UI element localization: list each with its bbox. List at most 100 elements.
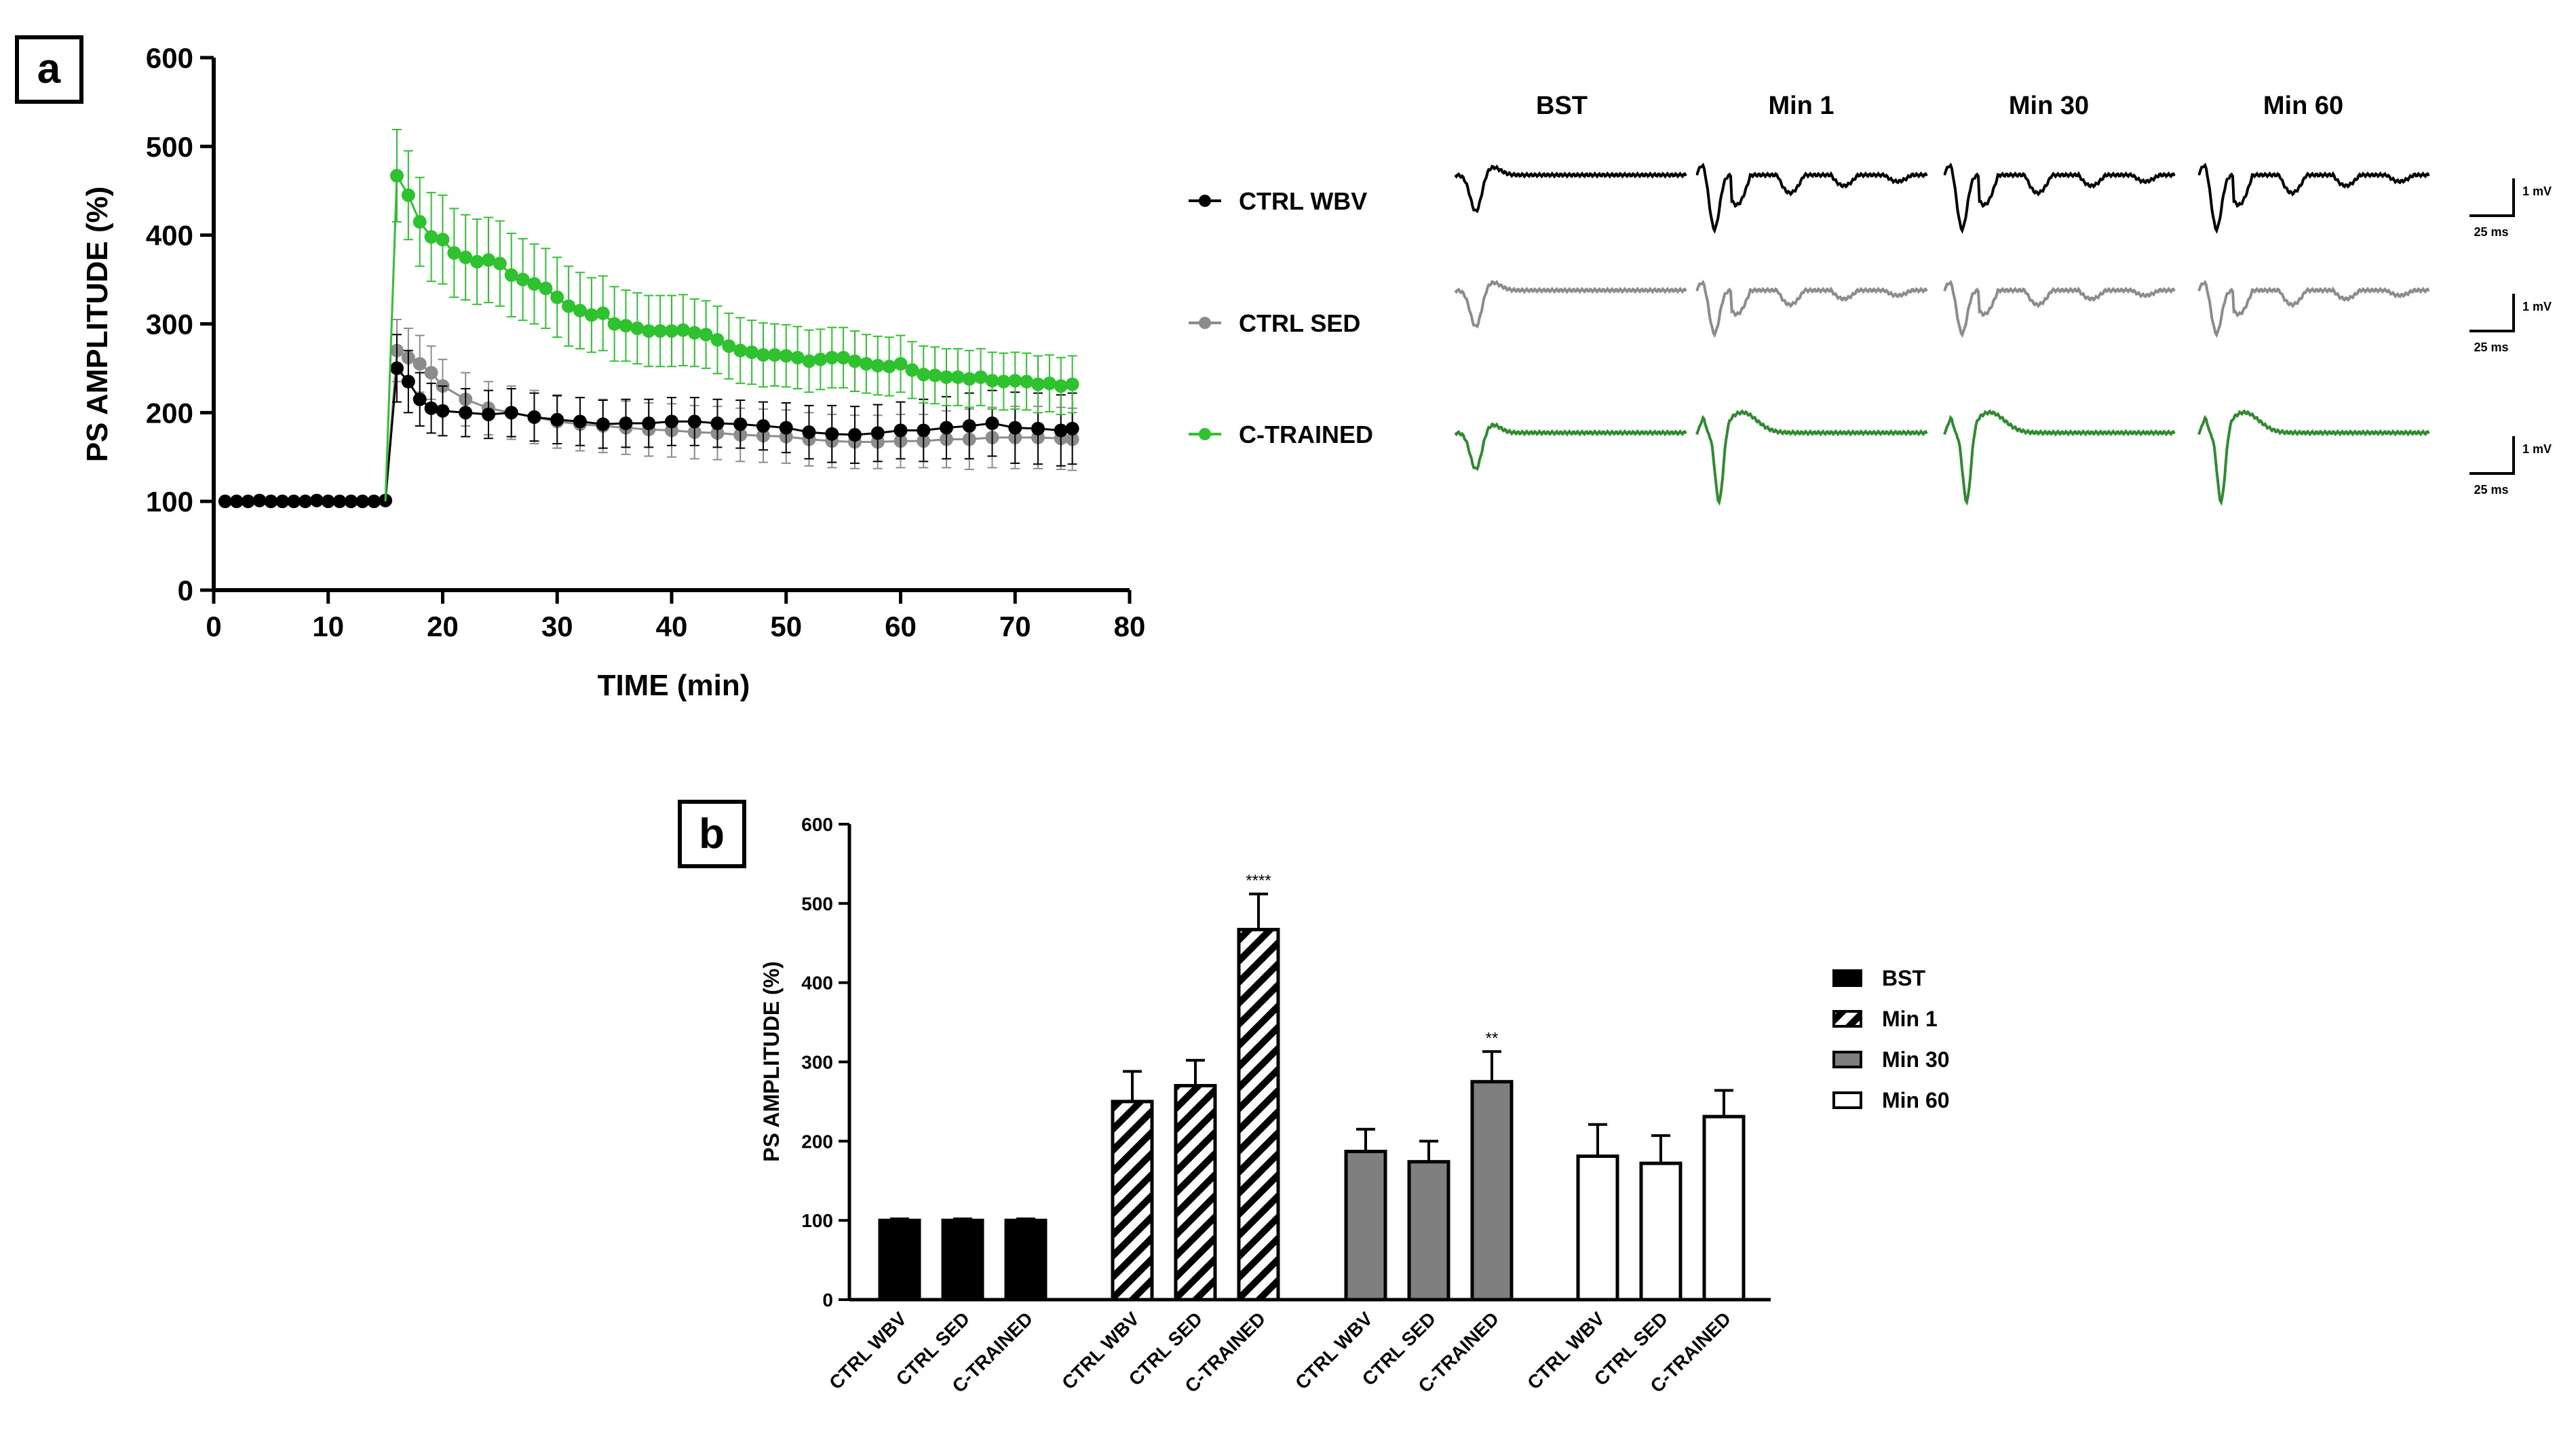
trace-column-header: Min 30 <box>2009 92 2089 120</box>
bar-legend-swatch <box>1832 1051 1862 1068</box>
data-point <box>1008 374 1022 388</box>
data-point <box>790 351 805 365</box>
data-point <box>562 299 576 313</box>
data-point <box>642 324 656 338</box>
data-point <box>825 427 839 441</box>
data-point <box>905 363 919 377</box>
data-point <box>401 374 415 389</box>
trace-waveform <box>2197 409 2430 506</box>
legend-label: C-TRAINED <box>1239 421 1373 448</box>
data-point <box>665 414 678 429</box>
panel-a-x-axis-title: TIME (min) <box>598 669 750 702</box>
trace-column-header: Min 60 <box>2263 92 2343 120</box>
trace-column-header: BST <box>1536 92 1588 120</box>
panel-a-y-tick-label: 600 <box>146 42 193 74</box>
significance-marker: ** <box>1486 1029 1499 1047</box>
data-point <box>859 357 873 371</box>
data-point <box>756 348 770 362</box>
bar-legend-swatch <box>1832 1091 1862 1109</box>
data-point <box>321 494 335 509</box>
data-point <box>482 407 495 421</box>
data-point <box>893 357 908 371</box>
data-point <box>962 372 976 386</box>
data-point <box>917 423 931 438</box>
panel-a-x-tick-label: 30 <box>541 610 573 642</box>
bar-legend-label: BST <box>1882 966 1925 990</box>
data-point <box>527 410 541 424</box>
data-point <box>722 339 736 353</box>
bar <box>1174 1084 1217 1302</box>
data-point <box>767 348 782 362</box>
panel-b-y-tick-label: 500 <box>801 893 833 914</box>
legend-label: CTRL WBV <box>1239 187 1367 215</box>
panel-b-y-tick-label: 300 <box>801 1052 833 1073</box>
significance-marker: **** <box>1246 872 1271 890</box>
data-point <box>928 368 942 383</box>
data-point <box>962 419 976 433</box>
data-point <box>287 494 301 509</box>
data-point <box>687 414 701 429</box>
data-point <box>527 277 541 291</box>
data-point <box>482 253 495 267</box>
data-point <box>985 374 999 388</box>
data-point <box>940 370 953 384</box>
panel-a-x-tick-label: 80 <box>1114 610 1146 642</box>
data-point <box>642 416 656 431</box>
panel-a-y-tick-label: 500 <box>146 131 193 163</box>
bar <box>1702 1114 1746 1302</box>
data-point <box>390 169 404 183</box>
data-point <box>676 323 690 337</box>
bar <box>941 1218 984 1302</box>
data-point <box>802 425 816 440</box>
data-point <box>550 290 564 305</box>
panel-a-x-tick-label: 70 <box>999 610 1031 642</box>
panel-a: a 0 100 200 300 400 500 600 0 10 20 30 40 50 60 70 80 T… <box>15 35 1373 702</box>
data-point <box>1042 376 1056 391</box>
data-point <box>275 494 290 509</box>
data-point <box>252 493 267 507</box>
data-point <box>516 273 530 287</box>
panel-a-x-tick-label: 40 <box>656 610 688 642</box>
legend-label: CTRL SED <box>1239 309 1360 337</box>
data-point <box>870 426 885 440</box>
data-point <box>550 412 564 427</box>
data-point <box>504 406 518 420</box>
data-point <box>779 421 793 435</box>
panel-b-label-box <box>678 800 746 868</box>
data-point <box>299 494 312 509</box>
panel-b-y-tick-label: 100 <box>801 1210 833 1231</box>
data-point <box>459 250 473 265</box>
data-point <box>1065 377 1079 391</box>
panel-a-x-tick-label: 20 <box>427 610 459 642</box>
scale-bar <box>2469 178 2515 217</box>
bar <box>1237 927 1280 1302</box>
data-point <box>653 324 668 338</box>
data-point <box>264 494 278 509</box>
data-point <box>950 370 965 384</box>
trace-waveform <box>1942 409 2176 506</box>
data-point <box>539 282 553 296</box>
trace-waveform <box>1454 279 1687 329</box>
series-ctrl-wbv <box>218 334 1079 509</box>
data-point <box>332 494 347 509</box>
data-point <box>436 404 450 418</box>
data-point <box>893 423 908 438</box>
data-point <box>687 326 701 340</box>
scale-bar <box>2469 436 2515 475</box>
trace-waveform <box>2197 279 2430 338</box>
panel-a-x-tick-label: 50 <box>770 610 802 642</box>
scale-bar-time-label: 25 ms <box>2474 225 2508 239</box>
panel-a-y-tick-label: 100 <box>146 486 193 518</box>
data-point <box>974 370 988 384</box>
data-point <box>882 360 896 374</box>
data-point <box>412 392 427 406</box>
trace-waveform <box>2197 162 2430 234</box>
data-point <box>412 357 427 371</box>
panel-b-y-tick-label: 200 <box>801 1131 833 1152</box>
series-jump-line <box>384 175 398 502</box>
data-point <box>848 354 862 368</box>
trace-waveform <box>1943 279 2176 338</box>
data-point <box>596 417 610 431</box>
